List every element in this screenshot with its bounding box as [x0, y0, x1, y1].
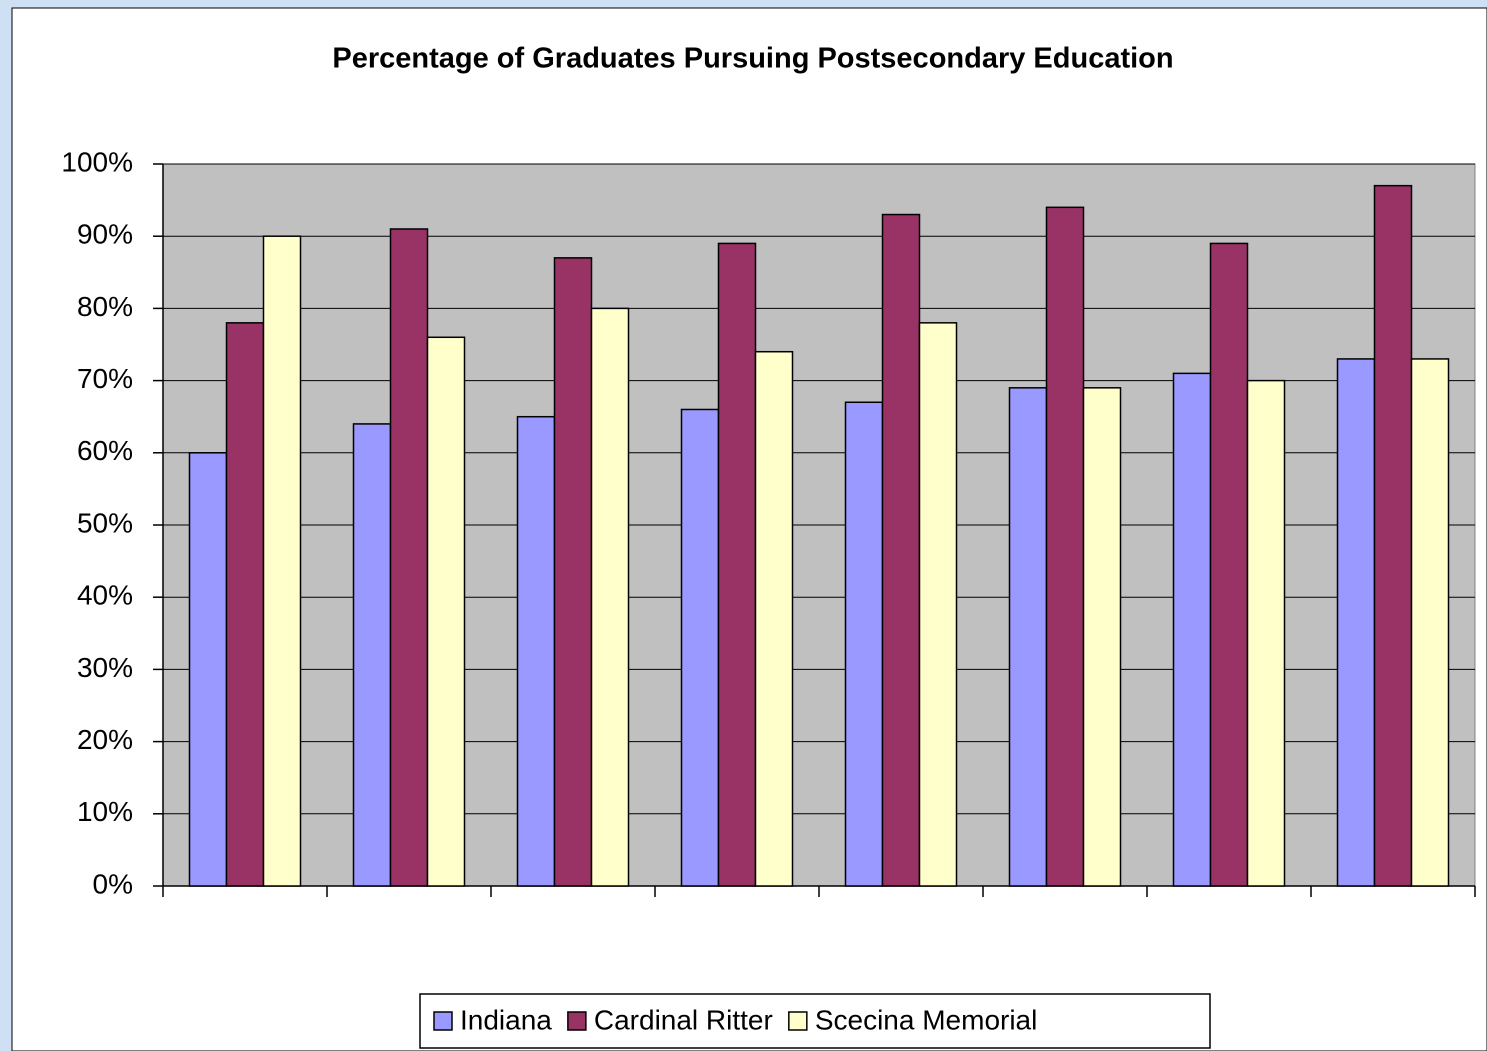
bar — [426, 336, 466, 887]
legend-label: Scecina Memorial — [815, 1004, 1038, 1035]
bar — [1373, 184, 1413, 887]
y-tick-label: 90% — [77, 219, 133, 250]
bar — [1336, 358, 1376, 887]
y-tick-label: 50% — [77, 507, 133, 538]
bar — [1082, 387, 1122, 887]
bar — [844, 401, 884, 887]
bar — [1045, 206, 1085, 887]
y-tick-label: 100% — [61, 146, 133, 177]
y-tick-label: 20% — [77, 724, 133, 755]
bar — [1246, 379, 1286, 887]
bar — [389, 228, 429, 887]
bar — [553, 257, 593, 887]
bar — [225, 322, 265, 887]
bar — [1209, 242, 1249, 887]
bar — [590, 307, 630, 887]
y-tick-label: 10% — [77, 796, 133, 827]
y-tick-label: 0% — [93, 868, 133, 899]
y-tick-label: 30% — [77, 652, 133, 683]
bar — [262, 235, 302, 887]
legend-label: Indiana — [460, 1004, 552, 1035]
bar — [352, 423, 392, 887]
legend-swatch — [788, 1011, 808, 1031]
bar — [516, 415, 556, 887]
bar — [1172, 372, 1212, 887]
bar — [881, 213, 921, 887]
legend-swatch — [433, 1011, 453, 1031]
bar — [1410, 358, 1450, 887]
bar — [717, 242, 757, 887]
bar — [1008, 387, 1048, 887]
bar — [918, 322, 958, 887]
bar — [680, 408, 720, 887]
legend-label: Cardinal Ritter — [594, 1004, 773, 1035]
y-tick-label: 80% — [77, 291, 133, 322]
legend-swatch — [567, 1011, 587, 1031]
y-tick-label: 60% — [77, 435, 133, 466]
y-tick-label: 40% — [77, 580, 133, 611]
y-tick-label: 70% — [77, 363, 133, 394]
chart-title: Percentage of Graduates Pursuing Postsec… — [332, 43, 1173, 75]
bar — [188, 452, 228, 887]
bar — [754, 350, 794, 887]
legend-box — [419, 993, 1211, 1049]
